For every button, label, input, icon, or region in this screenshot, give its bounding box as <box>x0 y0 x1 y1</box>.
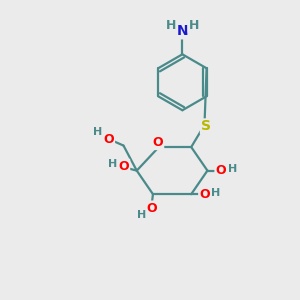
Text: H: H <box>108 159 118 169</box>
Text: N: N <box>177 24 188 38</box>
Text: O: O <box>153 136 163 149</box>
Text: H: H <box>227 164 237 174</box>
Text: H: H <box>93 127 102 137</box>
Text: O: O <box>103 133 114 146</box>
Text: H: H <box>166 19 176 32</box>
Text: O: O <box>146 202 157 214</box>
Text: O: O <box>118 160 129 173</box>
Text: H: H <box>211 188 220 198</box>
Text: O: O <box>199 188 210 201</box>
Text: O: O <box>215 164 226 177</box>
Text: H: H <box>188 19 199 32</box>
Text: H: H <box>137 210 146 220</box>
Text: S: S <box>201 119 211 134</box>
